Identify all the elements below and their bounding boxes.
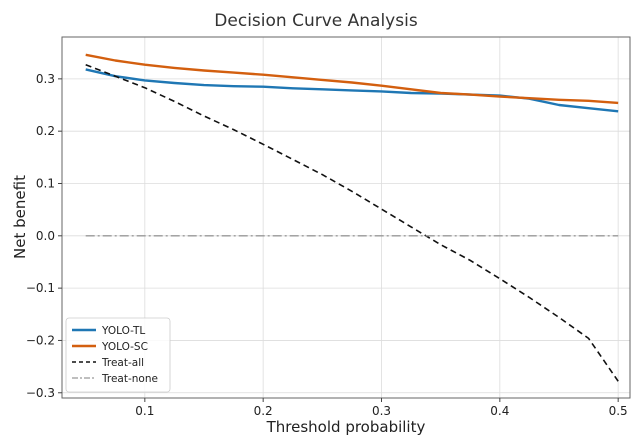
x-axis-label: Threshold probability [266,418,426,436]
legend-label: Treat-none [101,373,158,385]
legend-label: YOLO-SC [101,341,148,353]
x-tick-label: 0.4 [490,404,509,418]
x-tick-label: 0.2 [254,404,273,418]
axis-ticks: 0.1 0.2 0.3 0.4 0.5 −0.3 −0.2 −0.1 0.0 0.1 0.2 0.3 [26,72,628,418]
legend: YOLO-TL YOLO-SC Treat-all Treat-none [65,317,171,393]
plot-frame [61,36,631,399]
series-line-treat-all [85,63,619,382]
legend-label: YOLO-TL [101,325,145,337]
chart-title: Decision Curve Analysis [214,11,418,31]
x-tick-label: 0.3 [372,404,391,418]
y-axis-label: Net benefit [11,175,29,259]
x-tick-label: 0.1 [135,404,154,418]
x-tick-label: 0.5 [609,404,628,418]
y-tick-label: −0.1 [26,281,55,295]
y-tick-label: −0.3 [26,386,55,400]
series-group [85,53,619,382]
legend-label: Treat-all [101,357,144,369]
y-tick-label: 0.1 [36,176,55,190]
y-tick-label: −0.2 [26,333,55,347]
y-tick-label: 0.2 [36,124,55,138]
series-line-yolo-tl [85,68,619,113]
legend-box [65,317,171,393]
series-line-yolo-sc [85,53,619,105]
y-tick-label: 0.0 [36,229,55,243]
y-tick-label: 0.3 [36,72,55,86]
